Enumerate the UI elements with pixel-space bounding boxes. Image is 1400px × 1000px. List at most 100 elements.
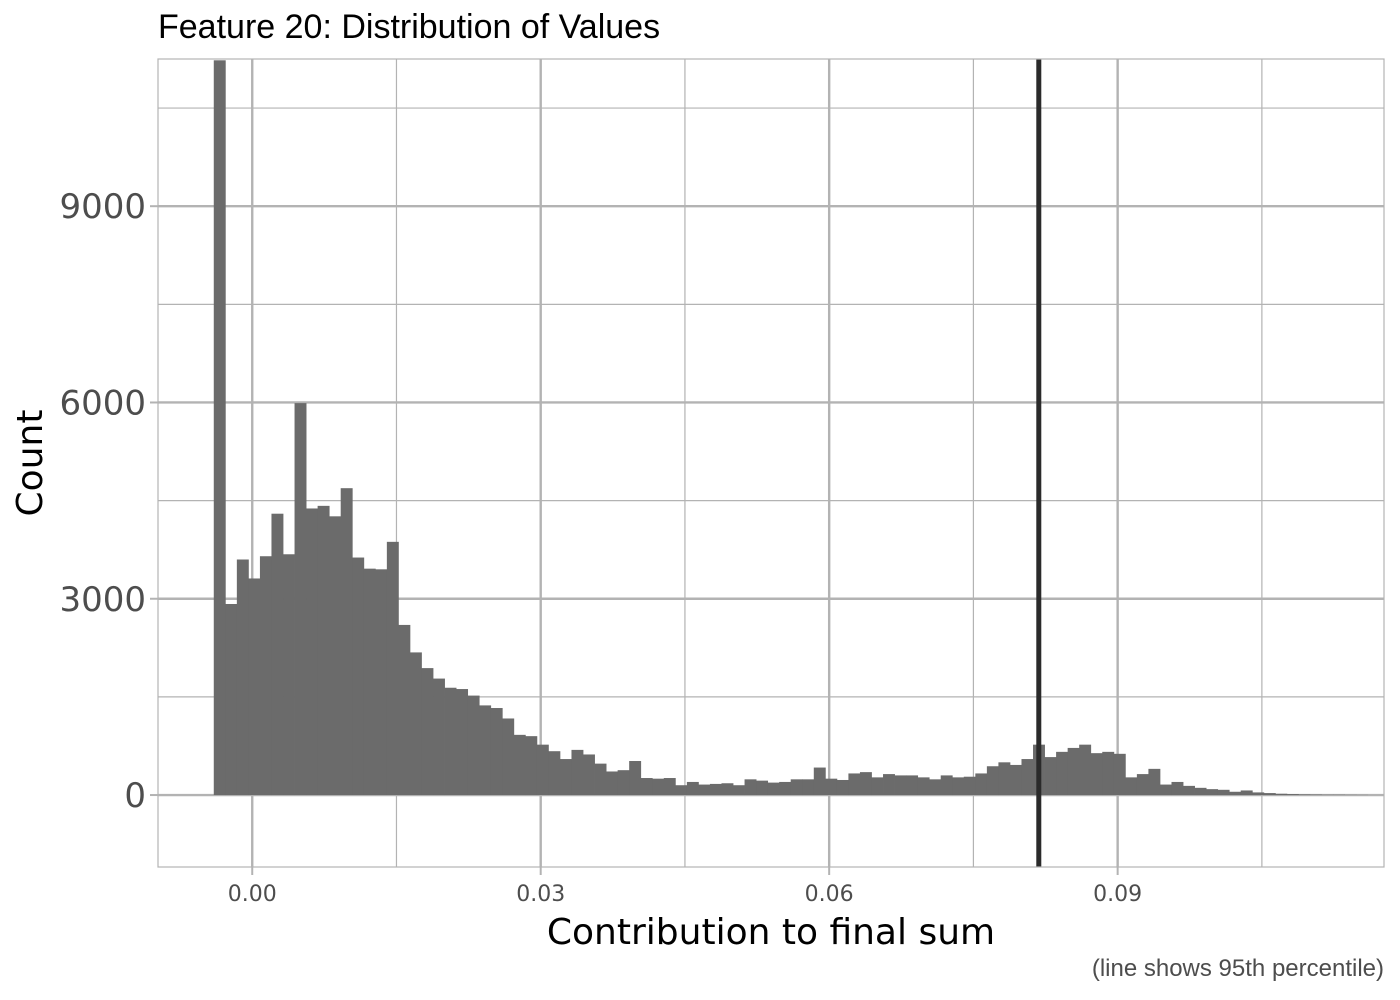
histogram-bar	[283, 554, 295, 796]
histogram-bar	[733, 785, 745, 796]
histogram-bar	[236, 559, 249, 796]
histogram-bar	[825, 778, 838, 796]
histogram-bar	[906, 775, 919, 796]
histogram-bar	[1067, 747, 1080, 796]
histogram-bar	[294, 403, 307, 796]
histogram-bar	[998, 762, 1011, 796]
histogram-bar	[1136, 774, 1149, 796]
histogram-bar	[536, 744, 549, 796]
histogram-bar	[744, 779, 757, 796]
histogram-bar	[433, 678, 445, 796]
histogram-bar	[709, 783, 722, 796]
histogram-bar	[213, 60, 226, 796]
histogram-bar	[871, 777, 884, 796]
panel-border	[157, 58, 1385, 868]
panel-frame	[157, 58, 1385, 868]
histogram-bar	[606, 771, 619, 796]
histogram-bar	[352, 557, 365, 796]
histogram-bar	[721, 783, 734, 796]
y-tick-label: 9000	[59, 187, 146, 227]
histogram-bar	[340, 488, 353, 796]
histogram-bar	[883, 774, 895, 796]
histogram-bar	[1171, 781, 1184, 796]
histogram-bar	[779, 781, 792, 796]
histogram-bar	[409, 652, 422, 796]
histogram-bar	[663, 778, 676, 796]
histogram-bar	[1056, 751, 1069, 796]
histogram-bar	[1309, 794, 1322, 796]
histogram-bar	[767, 782, 780, 796]
histogram-bar	[490, 708, 503, 796]
histogram-bar	[1194, 787, 1207, 796]
histogram-bar	[640, 778, 653, 796]
histogram-bar	[1240, 790, 1253, 796]
histogram-bar	[1079, 744, 1092, 796]
histogram-bar	[917, 777, 930, 796]
histogram-bar	[940, 775, 953, 796]
histogram-bar	[271, 513, 284, 796]
histogram-bar	[894, 775, 907, 796]
histogram-bar	[686, 781, 699, 796]
histogram-bar	[306, 508, 319, 796]
histogram-bar	[329, 516, 342, 796]
histogram-bars	[213, 60, 1369, 796]
histogram-bar	[1206, 789, 1219, 796]
histogram-bar	[594, 763, 607, 796]
histogram-bar	[479, 705, 492, 796]
histogram-bar	[1229, 791, 1242, 796]
x-axis-title: Contribution to final sum	[547, 912, 995, 953]
histogram-bar	[1021, 759, 1034, 796]
histogram-bar	[421, 668, 434, 796]
y-tick-label: 6000	[59, 383, 146, 423]
histogram-bar	[1183, 785, 1195, 796]
histogram-bar	[1113, 753, 1126, 796]
histogram-bar	[317, 505, 330, 796]
histogram-bar	[1044, 757, 1057, 796]
histogram-bar	[929, 779, 942, 796]
histogram-bar	[1159, 784, 1172, 796]
histogram-bar	[225, 603, 238, 796]
histogram-bar	[698, 784, 711, 796]
histogram-bar	[790, 779, 803, 796]
histogram-bar	[859, 772, 872, 796]
histogram-bar	[629, 761, 642, 796]
x-tick-label: 0.06	[805, 882, 854, 907]
histogram-bar	[1263, 793, 1276, 796]
histogram-bar	[802, 779, 815, 796]
histogram-bar	[583, 754, 595, 796]
y-axis-title: Count	[10, 410, 51, 517]
histogram-bar	[1102, 751, 1115, 796]
histogram-bar	[975, 773, 988, 796]
histogram-bar	[513, 734, 526, 796]
histogram-bar	[756, 780, 769, 796]
grid-lines	[158, 59, 1384, 867]
histogram-bar	[652, 778, 665, 796]
histogram-bar	[248, 578, 261, 796]
y-tick-label: 0	[124, 776, 146, 816]
chart-title: Feature 20: Distribution of Values	[158, 8, 661, 46]
histogram-bar	[1286, 794, 1299, 796]
histogram-bar	[1298, 794, 1311, 796]
y-tick-label: 3000	[59, 580, 146, 620]
histogram-bar	[986, 766, 999, 796]
x-tick-label: 0.09	[1093, 882, 1142, 907]
histogram-bar	[1090, 753, 1103, 796]
histogram-bar	[675, 785, 688, 796]
histogram-bar	[259, 556, 272, 796]
x-tick-label: 0.00	[228, 882, 277, 907]
axis-ticks: 0 3000 6000 9000 0.00 0.03 0.06 0.09	[59, 187, 1142, 907]
x-tick-label: 0.03	[516, 882, 565, 907]
chart-caption: (line shows 95th percentile)	[1091, 955, 1384, 982]
histogram-bar	[502, 718, 515, 796]
histogram-bar	[548, 751, 561, 796]
histogram-bar	[1009, 764, 1022, 796]
histogram-bar	[525, 736, 538, 796]
histogram-bar	[467, 695, 480, 796]
histogram-bar	[848, 773, 861, 796]
histogram-bar	[444, 687, 457, 796]
histogram-bar	[1275, 793, 1288, 796]
histogram-bar	[398, 624, 411, 796]
histogram-bar	[952, 777, 965, 796]
histogram-bar	[571, 749, 584, 796]
